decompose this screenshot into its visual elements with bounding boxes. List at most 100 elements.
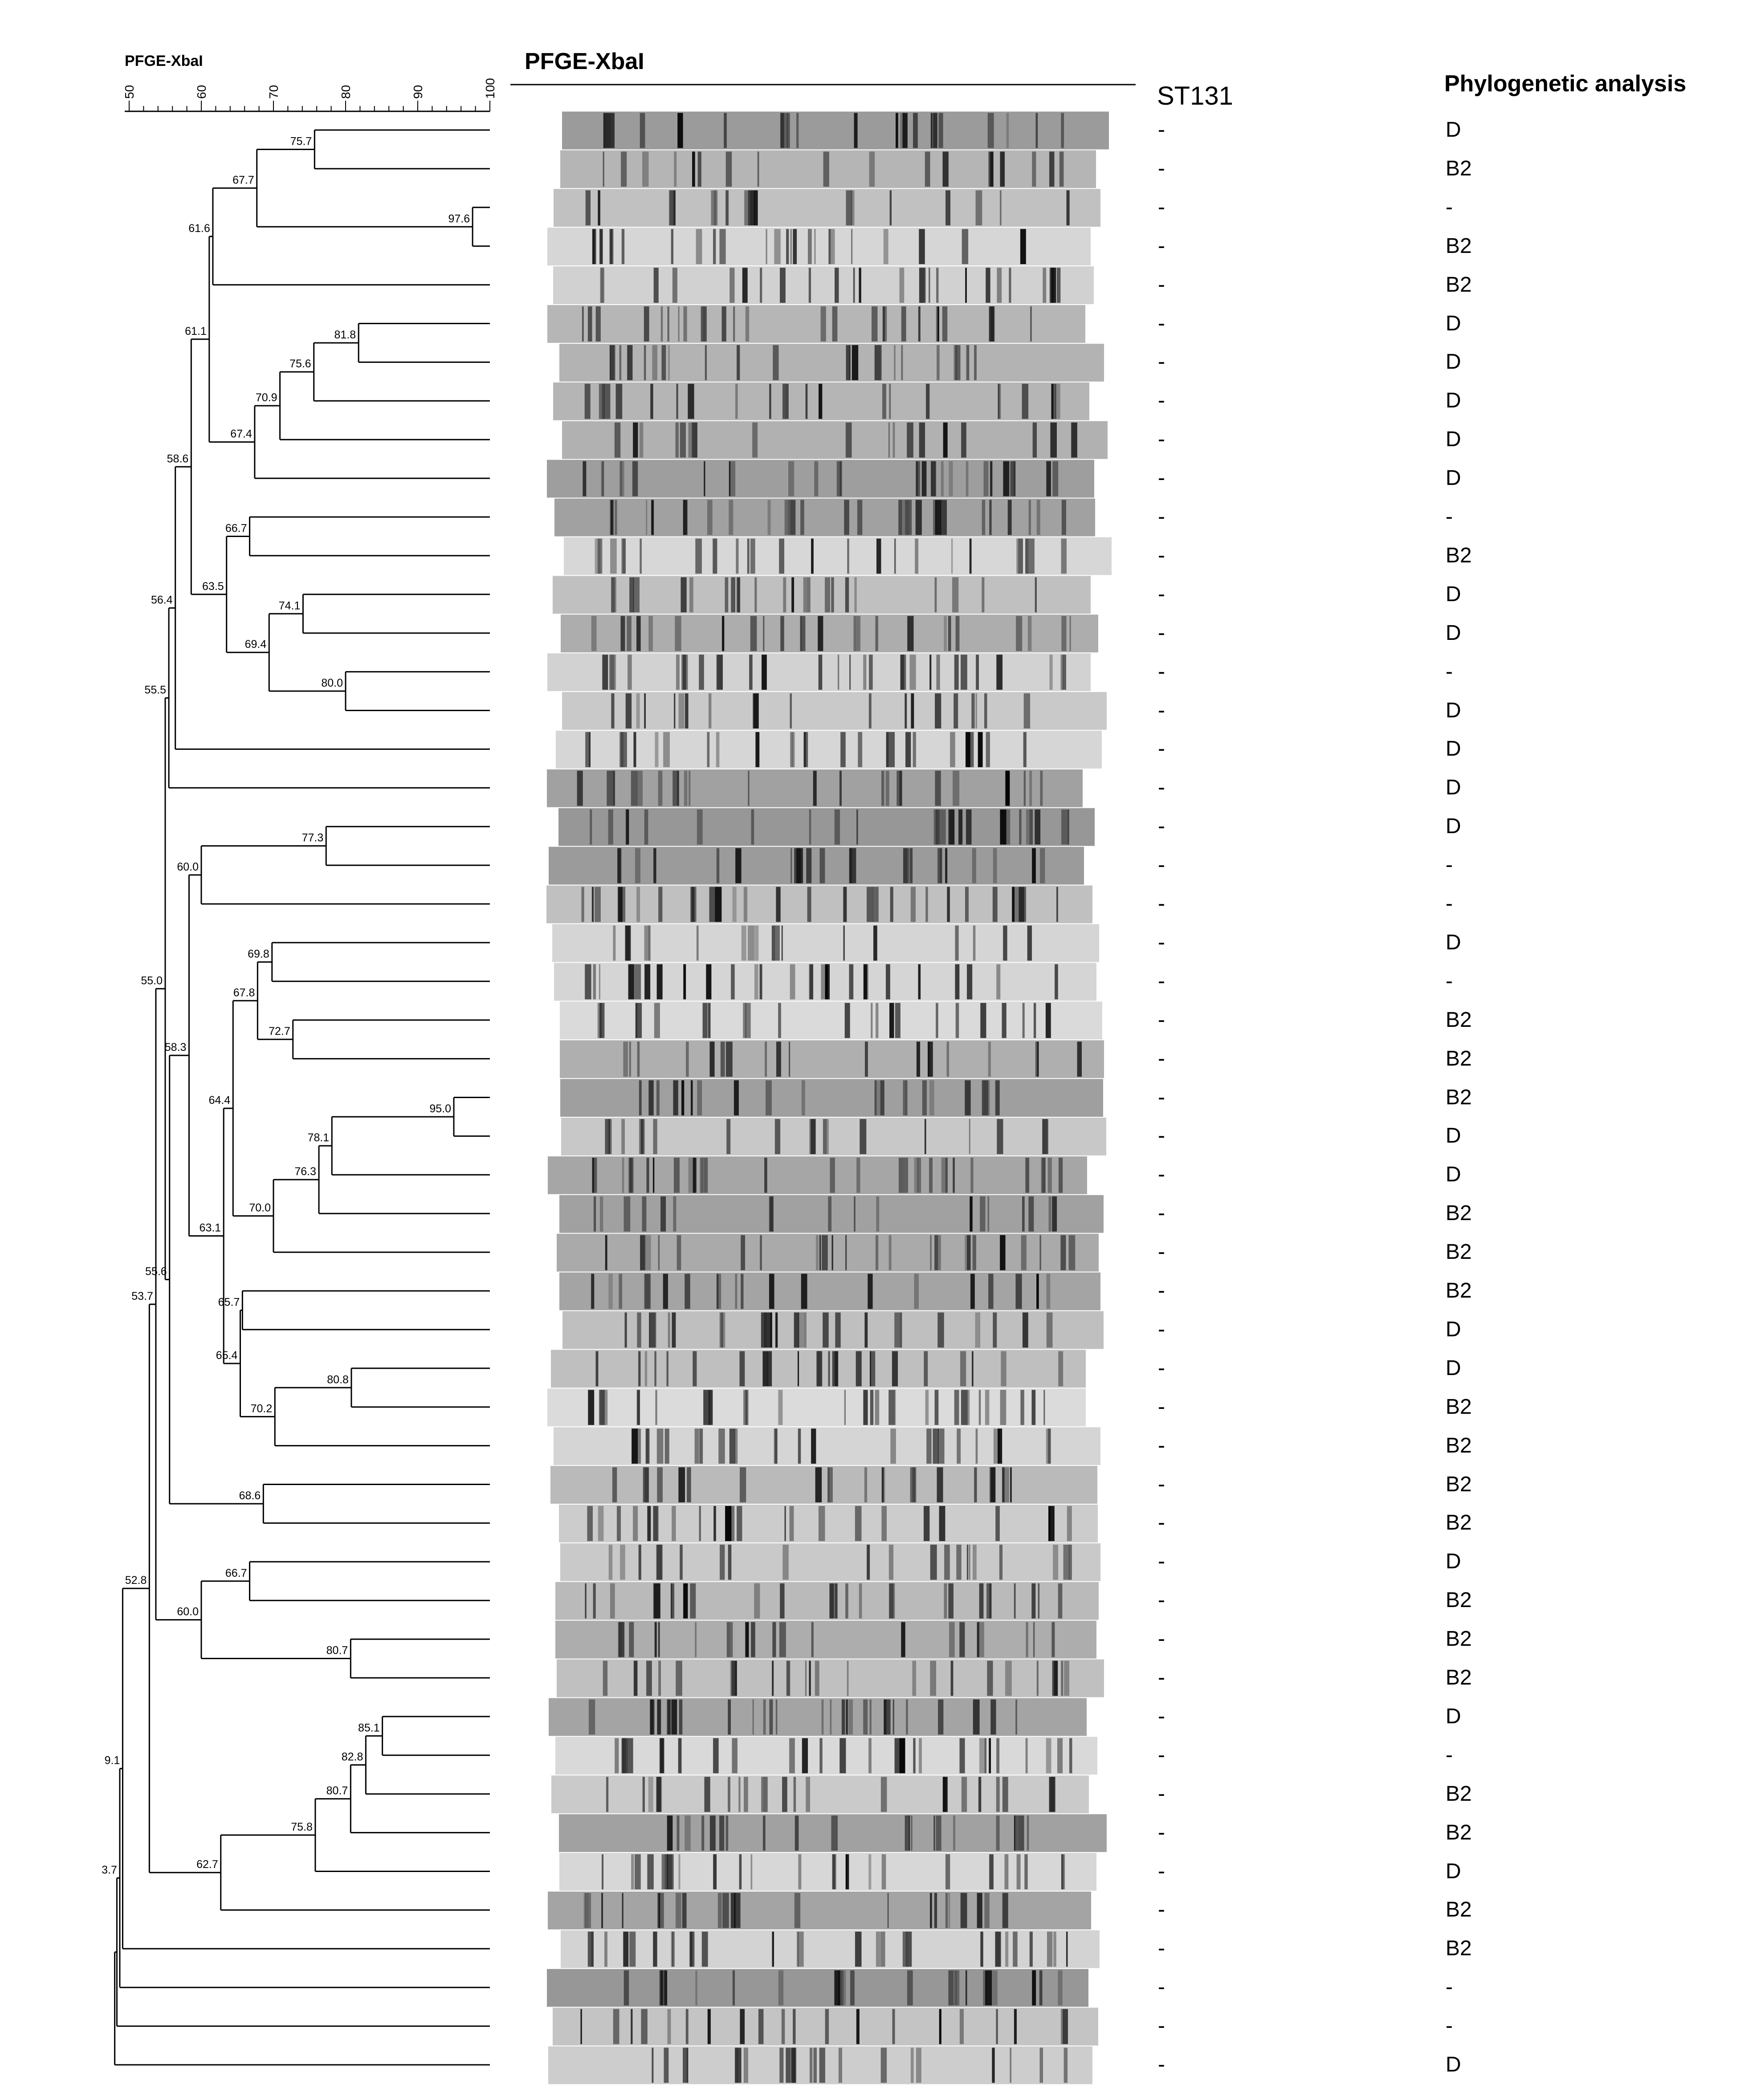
gel-band — [990, 1970, 998, 2006]
gel-band — [704, 461, 705, 497]
st131-value: - — [1158, 1317, 1165, 1341]
gel-band — [666, 1351, 668, 1387]
gel-band — [1002, 1892, 1008, 1928]
gel-band — [1046, 461, 1051, 497]
gel-band — [930, 1544, 937, 1580]
gel-band — [701, 1931, 708, 1967]
gel-band — [619, 345, 622, 380]
gel-lane — [546, 885, 1092, 924]
gel-band — [745, 1622, 749, 1657]
gel-band — [593, 229, 596, 265]
gel-band — [998, 1428, 1002, 1464]
gel-band — [667, 1699, 671, 1735]
dendrogram-node-label: 78.1 — [308, 1131, 330, 1144]
gel-band — [1000, 1235, 1006, 1270]
gel-band — [770, 1312, 772, 1348]
gel-band — [741, 925, 746, 961]
gel-band — [597, 538, 603, 574]
st131-value: - — [1158, 1937, 1165, 1961]
gel-lane — [552, 924, 1099, 962]
gel-band — [892, 422, 895, 458]
gel-band — [990, 1467, 992, 1502]
gel-band — [941, 500, 947, 535]
gel-band — [866, 887, 873, 922]
gel-band — [970, 1274, 975, 1309]
gel-band — [759, 964, 762, 1000]
gel-band — [849, 964, 854, 1000]
gel-band — [716, 732, 720, 767]
gel-band — [789, 1738, 795, 1774]
gel-band — [778, 1970, 784, 2006]
st131-value: - — [1158, 659, 1165, 684]
gel-band — [837, 655, 839, 690]
gel-band — [676, 383, 678, 419]
gel-band — [961, 422, 966, 458]
gel-band — [653, 1506, 659, 1541]
gel-band — [760, 268, 762, 303]
gel-band — [813, 2047, 817, 2083]
gel-band — [974, 1467, 977, 1502]
gel-band — [646, 500, 648, 535]
gel-band — [969, 538, 972, 574]
gel-band — [688, 383, 694, 419]
gel-band — [764, 1312, 770, 1348]
gel-band — [718, 655, 723, 690]
gel-lane — [556, 730, 1102, 769]
gel-band — [745, 306, 750, 342]
phylogroup-value: D — [1446, 737, 1461, 761]
gel-band — [882, 306, 887, 342]
gel-band — [830, 1699, 832, 1735]
gel-band — [806, 848, 812, 883]
gel-band — [1032, 151, 1036, 187]
dendrogram-node-label: 65.4 — [216, 1349, 238, 1362]
gel-band — [685, 1274, 690, 1309]
gel-band — [1060, 1235, 1066, 1270]
gel-band — [623, 1970, 629, 2006]
gel-band — [626, 809, 629, 845]
gel-band — [780, 1583, 785, 1619]
dendrogram-node-label: 82.8 — [342, 1751, 363, 1763]
gel-band — [811, 1622, 814, 1657]
gel-band — [983, 461, 989, 497]
gel-band — [1047, 1157, 1052, 1193]
gel-band — [693, 1351, 697, 1387]
gel-band — [868, 1738, 872, 1774]
gel-band — [929, 1080, 934, 1115]
gel-band — [585, 1583, 587, 1619]
gel-band — [910, 1815, 913, 1851]
gel-lane — [548, 1156, 1087, 1194]
gel-band — [773, 345, 779, 380]
st131-value: - — [1158, 427, 1165, 452]
gel-band — [930, 1235, 932, 1270]
gel-band — [637, 770, 643, 806]
gel-band — [672, 1699, 677, 1735]
dendrogram-node-label: 67.4 — [230, 428, 252, 440]
gel-band — [717, 1274, 719, 1309]
dendrogram-node-label: 68.6 — [239, 1490, 261, 1502]
gel-band — [933, 1428, 939, 1464]
gel-band — [677, 113, 683, 148]
gel-band — [889, 1003, 894, 1038]
gel-band — [739, 1467, 746, 1502]
phylogroup-value: - — [1446, 1743, 1453, 1767]
gel-band — [744, 1777, 748, 1812]
gel-band — [757, 151, 759, 187]
gel-band — [1028, 538, 1035, 574]
gel-band — [986, 1583, 992, 1619]
gel-band — [993, 848, 997, 883]
gel-band — [775, 1312, 778, 1348]
st131-value: - — [1158, 853, 1165, 877]
gel-band — [709, 1042, 715, 1077]
gel-band — [610, 655, 616, 690]
gel-band — [1052, 383, 1056, 419]
gel-band — [725, 1815, 729, 1851]
gel-band — [735, 848, 742, 883]
gel-band — [741, 1235, 745, 1270]
st131-value: - — [1158, 118, 1165, 142]
gel-band — [882, 383, 886, 419]
gel-band — [776, 1042, 781, 1077]
gel-band — [835, 1312, 841, 1348]
gel-band — [966, 809, 972, 845]
gel-band — [577, 770, 583, 806]
gel-band — [880, 1777, 887, 1812]
